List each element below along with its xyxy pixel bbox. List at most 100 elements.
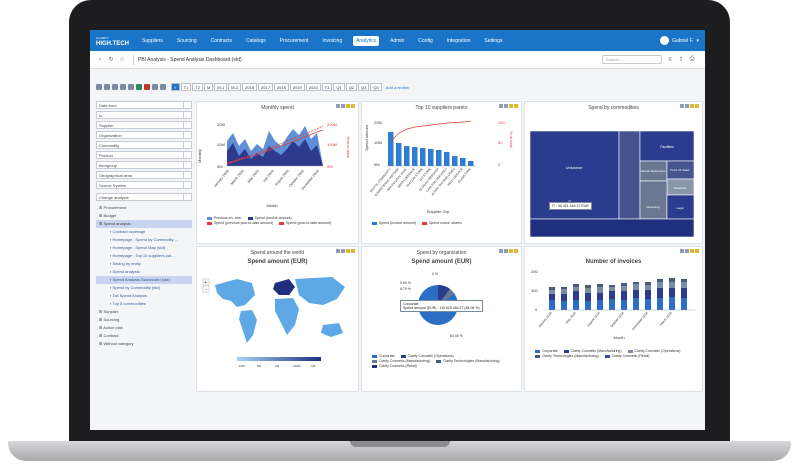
invoice-bar-segment[interactable] xyxy=(681,288,687,298)
pareto-bar[interactable] xyxy=(444,152,450,166)
legend-item[interactable]: Spend (invoice amount) xyxy=(247,216,292,220)
pareto-bar[interactable] xyxy=(420,148,426,166)
export-icon[interactable] xyxy=(504,249,508,253)
south-america[interactable] xyxy=(239,310,257,343)
invoice-bar-segment[interactable] xyxy=(561,301,567,310)
filter-field[interactable]: to xyxy=(96,111,192,119)
settings-icon[interactable] xyxy=(351,104,355,108)
tree-item[interactable]: ▪ Saving by entity xyxy=(110,261,141,266)
pareto-bar[interactable] xyxy=(452,156,458,166)
legend-item[interactable]: Corporate xyxy=(372,354,395,358)
excel-icon[interactable] xyxy=(136,84,142,90)
zoom-in-button[interactable] xyxy=(202,278,210,286)
settings-icon[interactable] xyxy=(120,84,126,90)
legend-item[interactable]: Spend cumul. shares xyxy=(421,221,462,225)
export-icon[interactable] xyxy=(685,104,689,108)
view-icon[interactable] xyxy=(499,104,503,108)
period-button[interactable]: 2016 xyxy=(242,83,258,91)
nav-suppliers[interactable]: Suppliers xyxy=(142,37,163,44)
export-icon[interactable]: ⇪ xyxy=(678,57,684,63)
invoice-bar-segment[interactable] xyxy=(585,288,591,293)
tree-item[interactable]: ▪ Tail Spend Analysis xyxy=(110,293,147,298)
reset-icon[interactable] xyxy=(160,84,166,90)
legend-item[interactable]: Clarity Cosmetic (Retail) xyxy=(604,354,649,358)
filter-field[interactable]: Commodity xyxy=(96,141,192,149)
legend-item[interactable]: Clarity Cosmetic (Operations) xyxy=(400,354,453,358)
tree-item[interactable]: ▪ Homepage : Top 10 suppliers par... xyxy=(110,253,175,258)
tree-item[interactable]: ⊞ Action plan xyxy=(99,325,124,330)
add-review-link[interactable]: Add a review xyxy=(385,84,409,90)
nav-sourcing[interactable]: Sourcing xyxy=(176,37,197,44)
invoice-bar-segment[interactable] xyxy=(585,293,591,301)
tree-item[interactable]: ⊞ Contract xyxy=(99,333,119,338)
tree-item[interactable]: ▪ Spend Analysis Dashboard (std) xyxy=(96,276,192,284)
filter-field[interactable]: Organization xyxy=(96,131,192,139)
lock-icon[interactable] xyxy=(690,249,694,253)
invoice-bar-segment[interactable] xyxy=(549,300,555,310)
period-button[interactable]: 2019 xyxy=(289,83,305,91)
view-icon[interactable] xyxy=(336,249,340,253)
invoice-bar-segment[interactable] xyxy=(585,285,591,288)
treemap-block[interactable] xyxy=(618,130,641,220)
europe[interactable] xyxy=(273,279,295,295)
back-icon[interactable]: ‹ xyxy=(99,56,101,63)
pareto-bar[interactable] xyxy=(388,132,394,166)
period-button[interactable]: 2017 xyxy=(258,83,273,91)
pareto-bar[interactable] xyxy=(404,146,410,166)
export-icon[interactable] xyxy=(341,104,345,108)
pareto-bar[interactable] xyxy=(436,150,442,166)
grid-icon[interactable] xyxy=(96,84,102,90)
settings-icon[interactable] xyxy=(695,249,699,253)
invoice-bar-segment[interactable] xyxy=(549,287,555,290)
legend-item[interactable]: Clarity Cosmetic (Operations) xyxy=(627,349,680,353)
settings-icon[interactable] xyxy=(514,249,518,253)
filter-field[interactable]: Supplier xyxy=(96,121,192,129)
period-button[interactable]: T3 xyxy=(321,83,333,91)
tree-item[interactable]: ⊞ Without category xyxy=(99,341,134,346)
invoice-bar-segment[interactable] xyxy=(597,293,603,300)
refresh-icon[interactable] xyxy=(112,84,118,90)
period-button[interactable]: Q1 xyxy=(333,83,345,91)
filter-field[interactable]: Itemgroup xyxy=(96,161,192,169)
invoice-bar-segment[interactable] xyxy=(597,284,603,287)
lock-icon[interactable] xyxy=(690,104,694,108)
invoice-bar-segment[interactable] xyxy=(609,299,615,310)
invoice-bar-segment[interactable] xyxy=(609,291,615,299)
nav-invoicing[interactable]: Invoicing xyxy=(322,37,343,44)
settings-icon[interactable] xyxy=(695,104,699,108)
tree-item[interactable]: ▪ Top 5 commodities xyxy=(110,301,146,306)
invoice-bar-segment[interactable] xyxy=(561,294,567,301)
view-icon[interactable] xyxy=(680,104,684,108)
period-button[interactable]: M xyxy=(204,83,214,91)
marketing-block[interactable] xyxy=(639,180,668,220)
legend-item[interactable]: Clarity Cosmetic (Manufacturing) xyxy=(372,359,430,363)
tree-item[interactable]: ⊞ Budget xyxy=(99,213,117,218)
tree-item[interactable]: ⊞ Sourcing xyxy=(99,317,120,322)
period-button[interactable]: Y xyxy=(171,83,180,91)
invoice-bar-segment[interactable] xyxy=(657,288,663,298)
invoice-bar-segment[interactable] xyxy=(681,279,687,282)
period-button[interactable]: T1 xyxy=(180,83,192,91)
nav-settings[interactable]: Settings xyxy=(484,37,503,44)
list-icon[interactable]: ≡ xyxy=(668,56,672,63)
period-button[interactable]: M-2 xyxy=(228,83,242,91)
export-icon[interactable] xyxy=(685,249,689,253)
period-button[interactable]: 2018 xyxy=(273,83,289,91)
invoice-bar-segment[interactable] xyxy=(669,278,675,282)
change-analysis-select[interactable]: Change analysis xyxy=(96,193,192,201)
chart-icon[interactable] xyxy=(104,84,110,90)
zoom-out-button[interactable] xyxy=(202,285,210,293)
invoice-bar-segment[interactable] xyxy=(621,291,627,300)
invoice-bar-segment[interactable] xyxy=(573,291,579,300)
invoice-bar-segment[interactable] xyxy=(621,300,627,310)
tree-item[interactable]: ⊞ Procurement xyxy=(99,205,127,210)
export-icon[interactable] xyxy=(504,104,508,108)
legend-item[interactable]: Spend (previous year-to-date amount) xyxy=(207,221,273,225)
search-input[interactable]: Search... xyxy=(602,55,662,64)
app-logo[interactable]: CLARITY HIGH.TECH xyxy=(96,35,129,47)
filter-icon[interactable] xyxy=(152,84,158,90)
invoice-bar-segment[interactable] xyxy=(657,298,663,310)
save-icon[interactable] xyxy=(128,84,134,90)
nav-procurement[interactable]: Procurement xyxy=(279,37,309,44)
filter-field[interactable]: Product xyxy=(96,151,192,159)
